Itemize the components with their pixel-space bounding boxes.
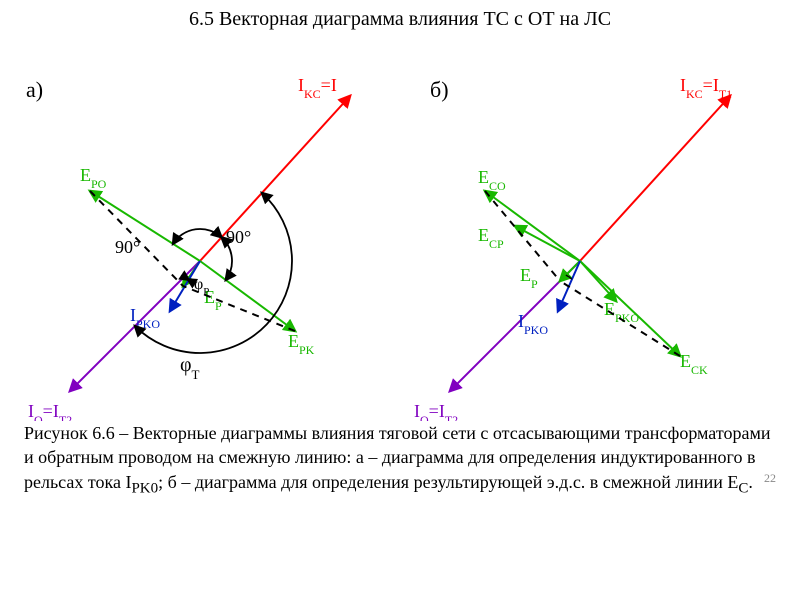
caption-end: . (748, 472, 753, 492)
page-title: 6.5 Векторная диаграмма влияния ТС с ОТ … (0, 0, 800, 31)
caption-sub2: C (738, 480, 748, 496)
figure-caption: Рисунок 6.6 – Векторные диаграммы влияни… (0, 421, 800, 506)
svg-text:IKC=IT1: IKC=IT1 (680, 75, 732, 101)
svg-text:IO=IT2: IO=IT2 (414, 401, 458, 421)
svg-text:а): а) (26, 77, 43, 102)
svg-text:φP: φP (194, 276, 209, 298)
svg-text:IO=IT2: IO=IT2 (28, 401, 72, 421)
vector-diagram: а) б) IKC=I IO=IT2 EPO EPK EP IPKO 90° 90° φT φP IKC… (0, 31, 800, 421)
svg-text:ECO: ECO (478, 167, 506, 193)
svg-text:б): б) (430, 77, 449, 102)
svg-text:EPO: EPO (80, 165, 107, 191)
svg-text:ECP: ECP (478, 225, 504, 251)
svg-text:90°: 90° (226, 227, 251, 247)
svg-text:ECK: ECK (680, 351, 708, 377)
svg-text:EPK: EPK (288, 331, 315, 357)
svg-text:φT: φT (180, 354, 200, 382)
svg-text:EP: EP (520, 265, 538, 291)
svg-text:IPKO: IPKO (518, 311, 548, 337)
svg-text:90°: 90° (115, 237, 140, 257)
caption-sub1: PK0 (131, 480, 158, 496)
caption-mid: ; б – диаграмма для определения результи… (158, 472, 738, 492)
page-note: 22 (764, 470, 776, 486)
svg-text:IKC=I: IKC=I (298, 75, 337, 101)
